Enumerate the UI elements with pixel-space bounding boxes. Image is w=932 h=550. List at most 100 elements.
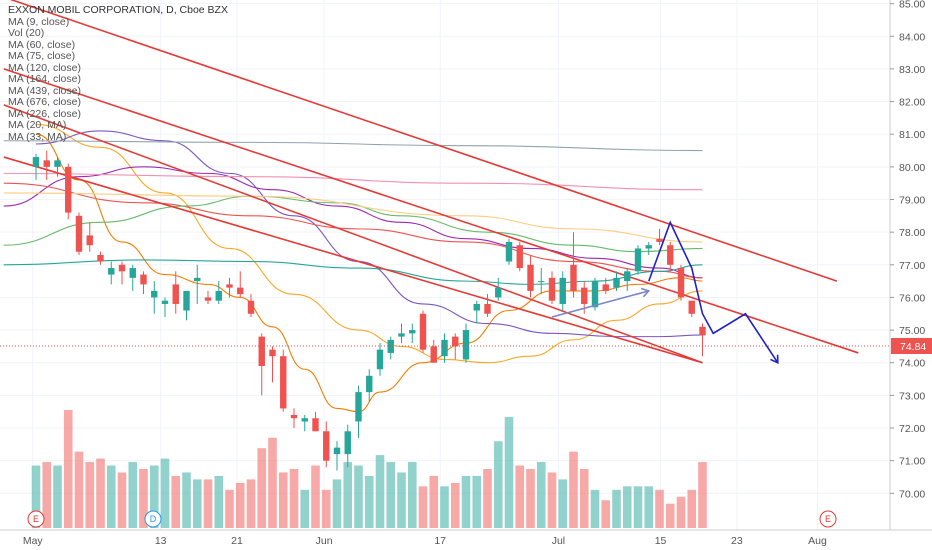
- trend-line: [3, 104, 703, 364]
- candle-body: [409, 330, 416, 334]
- volume-bar: [633, 486, 643, 528]
- candle: [290, 408, 298, 429]
- volume-bar: [192, 479, 202, 528]
- candle-body: [129, 268, 136, 278]
- x-tick-label: Jul: [552, 535, 565, 547]
- candle-body: [108, 268, 115, 275]
- candle: [118, 261, 126, 285]
- volume-bar: [171, 475, 181, 528]
- candle-body: [226, 284, 233, 288]
- volume-bar: [160, 458, 170, 528]
- candle-body: [516, 245, 523, 269]
- candle: [65, 163, 72, 220]
- candle: [430, 339, 437, 363]
- volume-bar: [96, 458, 105, 528]
- y-tick-label: 75.00: [899, 325, 925, 337]
- y-tick-label: 77.00: [899, 260, 925, 272]
- volume-bar: [526, 469, 535, 528]
- time-axis[interactable]: May 13 21 Jun 17 Jul 15 23 Aug: [0, 529, 932, 550]
- volume-bar: [655, 489, 664, 528]
- volume-bar: [128, 462, 138, 528]
- volume-bar: [246, 479, 256, 528]
- candle: [624, 268, 631, 291]
- candle: [258, 333, 265, 396]
- candle: [677, 264, 685, 301]
- moving-average-line: [35, 133, 703, 413]
- candle: [398, 323, 405, 344]
- y-tick-label: 83.00: [899, 64, 925, 76]
- volume-bar: [461, 475, 471, 528]
- volume-bar: [74, 451, 84, 528]
- candle-body: [559, 277, 566, 304]
- last-price-value: 74.84: [900, 341, 926, 353]
- candle: [505, 238, 513, 265]
- candle-body: [344, 431, 351, 455]
- candle: [516, 241, 523, 272]
- volume-bars: [31, 410, 707, 528]
- candle-body: [699, 326, 706, 336]
- candle: [269, 346, 276, 383]
- candle: [538, 268, 545, 295]
- volume-bar: [225, 489, 234, 528]
- y-tick-label: 70.00: [899, 488, 925, 500]
- candle-body: [634, 248, 642, 272]
- y-tick-label: 74.00: [899, 358, 925, 370]
- candle: [634, 245, 642, 275]
- event-label: E: [33, 514, 39, 524]
- volume-bar: [203, 479, 213, 528]
- x-tick-label: Aug: [808, 535, 827, 547]
- candle-body: [312, 418, 319, 432]
- candle: [75, 212, 83, 255]
- volume-bar: [687, 489, 697, 528]
- volume-bar: [354, 465, 363, 528]
- legend-item: MA (120, close): [8, 61, 81, 74]
- candle: [419, 310, 427, 353]
- volume-bar: [375, 455, 385, 528]
- volume-bar: [579, 469, 589, 528]
- volume-bar: [106, 465, 116, 528]
- candle-body: [570, 264, 577, 291]
- candle-body: [602, 284, 609, 291]
- chart-title: EXXON MOBIL CORPORATION, D, Cboe BZX: [8, 4, 228, 16]
- candle: [559, 271, 566, 311]
- candle: [226, 277, 233, 298]
- volume-bar: [504, 416, 514, 528]
- last-price-label: 74.84: [891, 338, 932, 354]
- volume-bar: [364, 475, 374, 528]
- volume-bar: [182, 472, 191, 528]
- candle-body: [645, 245, 652, 249]
- candle-body: [441, 339, 448, 357]
- candle: [548, 271, 556, 304]
- y-tick-label: 82.00: [899, 97, 925, 109]
- volume-bar: [235, 482, 245, 528]
- drawn-arrows: [551, 220, 779, 364]
- event-marker: D: [144, 510, 162, 528]
- volume-bar: [665, 503, 675, 528]
- candle: [656, 228, 663, 246]
- candle: [280, 349, 287, 412]
- candle-body: [398, 333, 405, 337]
- candle-body: [32, 157, 40, 167]
- event-label: E: [825, 514, 831, 524]
- volume-bar: [85, 462, 95, 528]
- volume-bar: [418, 486, 428, 528]
- arrow-head: [770, 354, 779, 364]
- candle-body: [462, 330, 470, 360]
- volume-bar: [289, 469, 299, 528]
- x-tick-label: 17: [434, 535, 446, 547]
- candle-body: [247, 300, 255, 314]
- legend-item: MA (9, close): [8, 15, 70, 28]
- price-axis[interactable]: 85.00 84.00 83.00 82.00 81.00 80.00 79.00 78.00…: [889, 0, 932, 530]
- legend-item: MA (75, close): [8, 50, 76, 62]
- trend-line: [3, 156, 703, 364]
- volume-bar: [590, 489, 600, 528]
- arrow-path: [647, 220, 779, 364]
- volume-bar: [63, 410, 73, 528]
- candle-body: [140, 274, 147, 285]
- moving-average-line: [35, 123, 703, 364]
- y-tick-label: 79.00: [899, 195, 925, 207]
- candle: [247, 294, 255, 318]
- candle-body: [97, 255, 104, 262]
